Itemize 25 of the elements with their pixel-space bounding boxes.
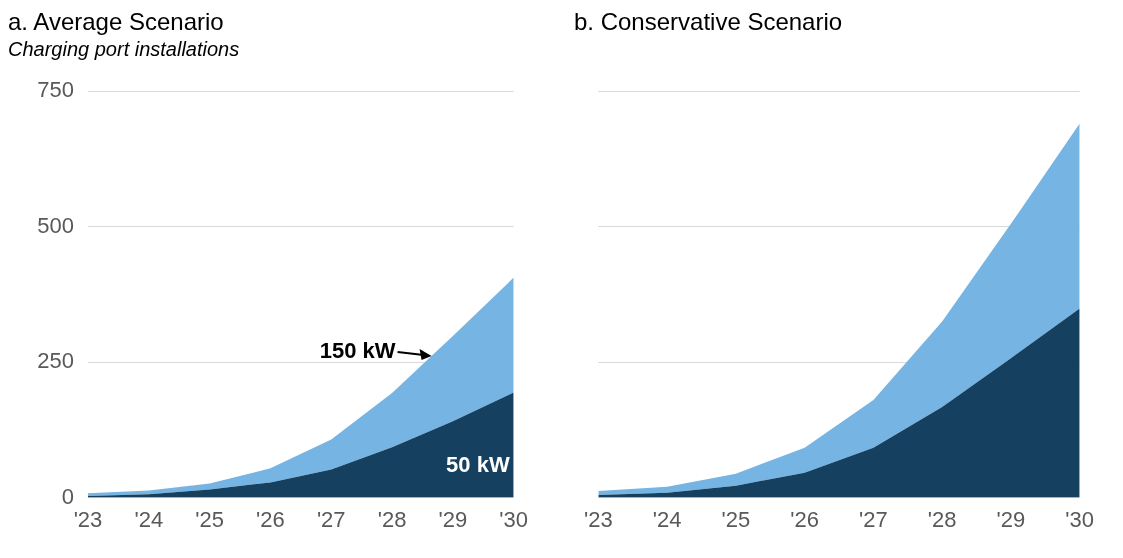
- x-tick-label: '28: [377, 506, 407, 532]
- chart-title: b. Conservative Scenario: [574, 8, 844, 37]
- x-tick-label: '27: [316, 506, 346, 532]
- x-tick-label: '30: [499, 506, 528, 532]
- chart-title: a. Average Scenario: [8, 8, 225, 37]
- y-tick-label: 750: [37, 77, 74, 103]
- y-tick-label: 500: [37, 212, 74, 238]
- x-tick-label: '24: [652, 506, 682, 532]
- series-label: 50 kW: [446, 451, 510, 477]
- x-tick-label: '25: [721, 506, 751, 532]
- x-tick-label: '26: [256, 506, 285, 532]
- x-tick-label: '29: [996, 506, 1026, 532]
- series-label: 150 kW: [319, 338, 396, 364]
- x-tick-label: '29: [438, 506, 468, 532]
- y-axis-title: Charging port installations: [8, 38, 241, 62]
- x-tick-label: '30: [1065, 506, 1094, 532]
- x-tick-label: '23: [73, 506, 103, 532]
- x-tick-label: '27: [859, 506, 888, 532]
- x-tick-label: '25: [195, 506, 224, 532]
- y-tick-label: 0: [61, 483, 74, 509]
- y-tick-label: 250: [37, 348, 74, 374]
- x-tick-label: '26: [790, 506, 819, 532]
- x-tick-label: '24: [134, 506, 164, 532]
- x-tick-label: '23: [584, 506, 613, 532]
- x-tick-label: '28: [927, 506, 957, 532]
